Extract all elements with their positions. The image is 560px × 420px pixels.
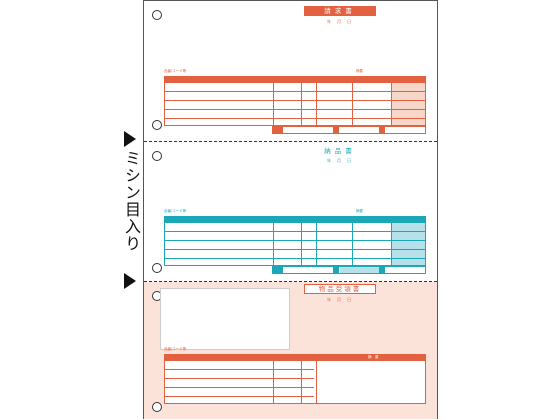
- invoice-table-label: 品番/コード等: [164, 69, 187, 73]
- delivery-title: 納品書: [324, 147, 356, 155]
- perforation-arrow-2: [124, 273, 136, 289]
- invoice-right-label: 摘要: [356, 69, 363, 73]
- receipt-table-label: 品番/コード等: [164, 347, 187, 351]
- receipt-date: 年 月 日: [327, 297, 352, 302]
- stamp-area: [160, 288, 290, 350]
- receipt-right-label: 摘 要: [368, 355, 379, 359]
- perforation-label: ミシン目入り: [122, 150, 141, 252]
- perforation-arrow-1: [124, 131, 136, 147]
- receipt-title: 物品受領書: [304, 284, 376, 294]
- punch-hole: [152, 120, 162, 130]
- delivery-right-label: 摘要: [356, 209, 363, 213]
- delivery-total-row: [272, 266, 426, 274]
- invoice-table: [164, 76, 426, 126]
- delivery-table: [164, 216, 426, 266]
- invoice-title: 請求書: [304, 6, 376, 16]
- perforation-line: [144, 141, 437, 142]
- delivery-date: 年 月 日: [327, 158, 352, 163]
- punch-hole: [152, 402, 162, 412]
- punch-hole: [152, 263, 162, 273]
- receipt-table: [164, 354, 426, 404]
- delivery-table-label: 品番/コード等: [164, 209, 187, 213]
- form-sheet: 請求書 年 月 日 品番/コード等 摘要 納品書 年 月 日 品番/コード等 摘…: [143, 0, 438, 419]
- invoice-total-row: [272, 126, 426, 134]
- punch-hole: [152, 10, 162, 20]
- invoice-date: 年 月 日: [327, 19, 352, 24]
- punch-hole: [152, 151, 162, 161]
- perforation-line: [144, 281, 437, 282]
